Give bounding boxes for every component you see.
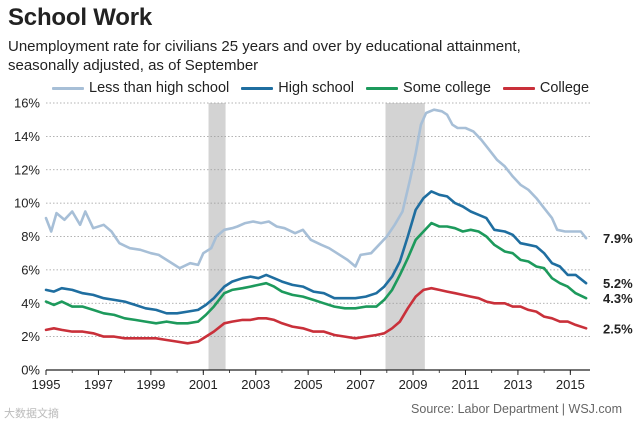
y-tick-label: 10% <box>14 196 40 211</box>
legend-label: High school <box>278 80 355 96</box>
x-tick-label: 2001 <box>189 377 218 392</box>
x-tick-label: 2013 <box>503 377 532 392</box>
legend-label: Less than high school <box>89 80 230 96</box>
x-tick-label: 2011 <box>451 377 479 392</box>
end-value-label: 2.5% <box>603 321 633 336</box>
legend-item-less-than-high-school: Less than high school <box>52 80 229 96</box>
series-line-1 <box>44 108 588 270</box>
y-tick-label: 12% <box>14 162 40 177</box>
chart-subtitle: Unemployment rate for civilians 25 years… <box>8 37 628 75</box>
end-value-label: 4.3% <box>603 291 633 306</box>
legend-item-high-school: High school <box>241 80 354 96</box>
source-note: Source: Labor Department | WSJ.com <box>411 402 622 416</box>
series-line-4 <box>44 286 588 345</box>
series-line-3 <box>44 221 588 325</box>
legend-swatch <box>52 86 84 90</box>
x-tick-label: 1997 <box>84 377 113 392</box>
x-tick-label: 1999 <box>136 377 165 392</box>
series-line-2 <box>44 190 588 315</box>
legend-item-college: College <box>502 80 590 96</box>
x-tick-label: 2015 <box>556 377 585 392</box>
legend-swatch <box>502 86 535 90</box>
x-tick-label: 2003 <box>241 377 270 392</box>
y-tick-label: 2% <box>21 329 40 344</box>
x-tick-label: 2005 <box>294 377 323 392</box>
chart-title: School Work <box>8 4 153 31</box>
legend-item-some-college: Some college <box>366 80 491 96</box>
y-tick-label: 14% <box>14 129 40 144</box>
legend-label: College <box>539 80 590 96</box>
x-tick-label: 2007 <box>346 377 375 392</box>
legend-label: Some college <box>403 80 491 96</box>
watermark: 大数据文摘 <box>4 408 59 420</box>
chart-legend: Less than high school High school Some c… <box>52 79 601 97</box>
y-tick-label: 6% <box>21 262 40 277</box>
end-value-label: 7.9% <box>603 231 633 246</box>
subtitle-line-2: seasonally adjusted, as of September <box>8 57 259 74</box>
x-tick-label: 1995 <box>32 377 61 392</box>
y-tick-label: 16% <box>14 96 40 111</box>
legend-swatch <box>366 86 399 90</box>
subtitle-line-1: Unemployment rate for civilians 25 years… <box>8 38 521 55</box>
x-tick-label: 2009 <box>399 377 428 392</box>
end-value-label: 5.2% <box>603 276 633 291</box>
legend-swatch <box>241 86 274 90</box>
y-tick-label: 0% <box>21 363 40 378</box>
y-tick-label: 8% <box>21 229 40 244</box>
y-tick-label: 4% <box>21 296 40 311</box>
